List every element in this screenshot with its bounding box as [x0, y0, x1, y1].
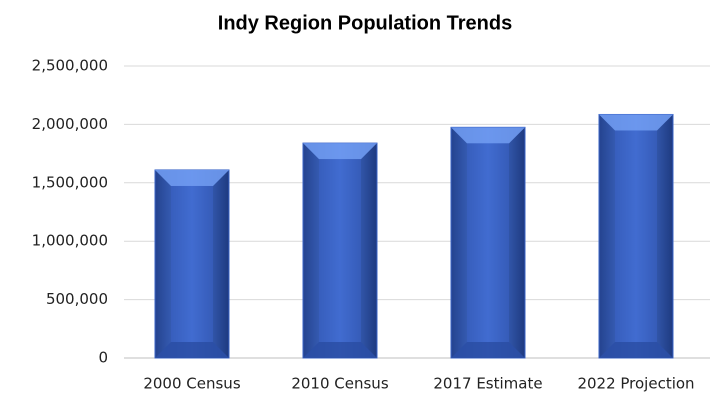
bar-bevel-bottom — [451, 342, 525, 358]
y-tick-label: 2,000,000 — [32, 115, 108, 133]
y-tick-label: 500,000 — [46, 290, 108, 308]
y-tick-label: 0 — [98, 349, 108, 367]
x-tick-label: 2010 Census — [291, 375, 388, 393]
x-tick-label: 2017 Estimate — [433, 375, 542, 393]
bar-face — [467, 143, 509, 342]
bar-face — [615, 130, 657, 342]
x-tick-label: 2022 Projection — [577, 375, 694, 393]
bar-face — [319, 159, 361, 342]
y-tick-label: 1,000,000 — [32, 232, 108, 250]
bar-bevel-bottom — [155, 342, 229, 358]
bar-bevel-bottom — [303, 342, 377, 358]
chart-title: Indy Region Population Trends — [218, 12, 512, 34]
y-tick-label: 2,500,000 — [32, 57, 108, 75]
y-tick-label: 1,500,000 — [32, 173, 108, 191]
bar-bevel-bottom — [599, 342, 673, 358]
x-tick-label: 2000 Census — [143, 375, 240, 393]
bar-face — [171, 185, 213, 342]
bar-bevel-top — [599, 114, 673, 131]
bar-bevel-top — [155, 169, 229, 186]
bar-bevel-top — [451, 127, 525, 144]
bar-bevel-top — [303, 143, 377, 160]
